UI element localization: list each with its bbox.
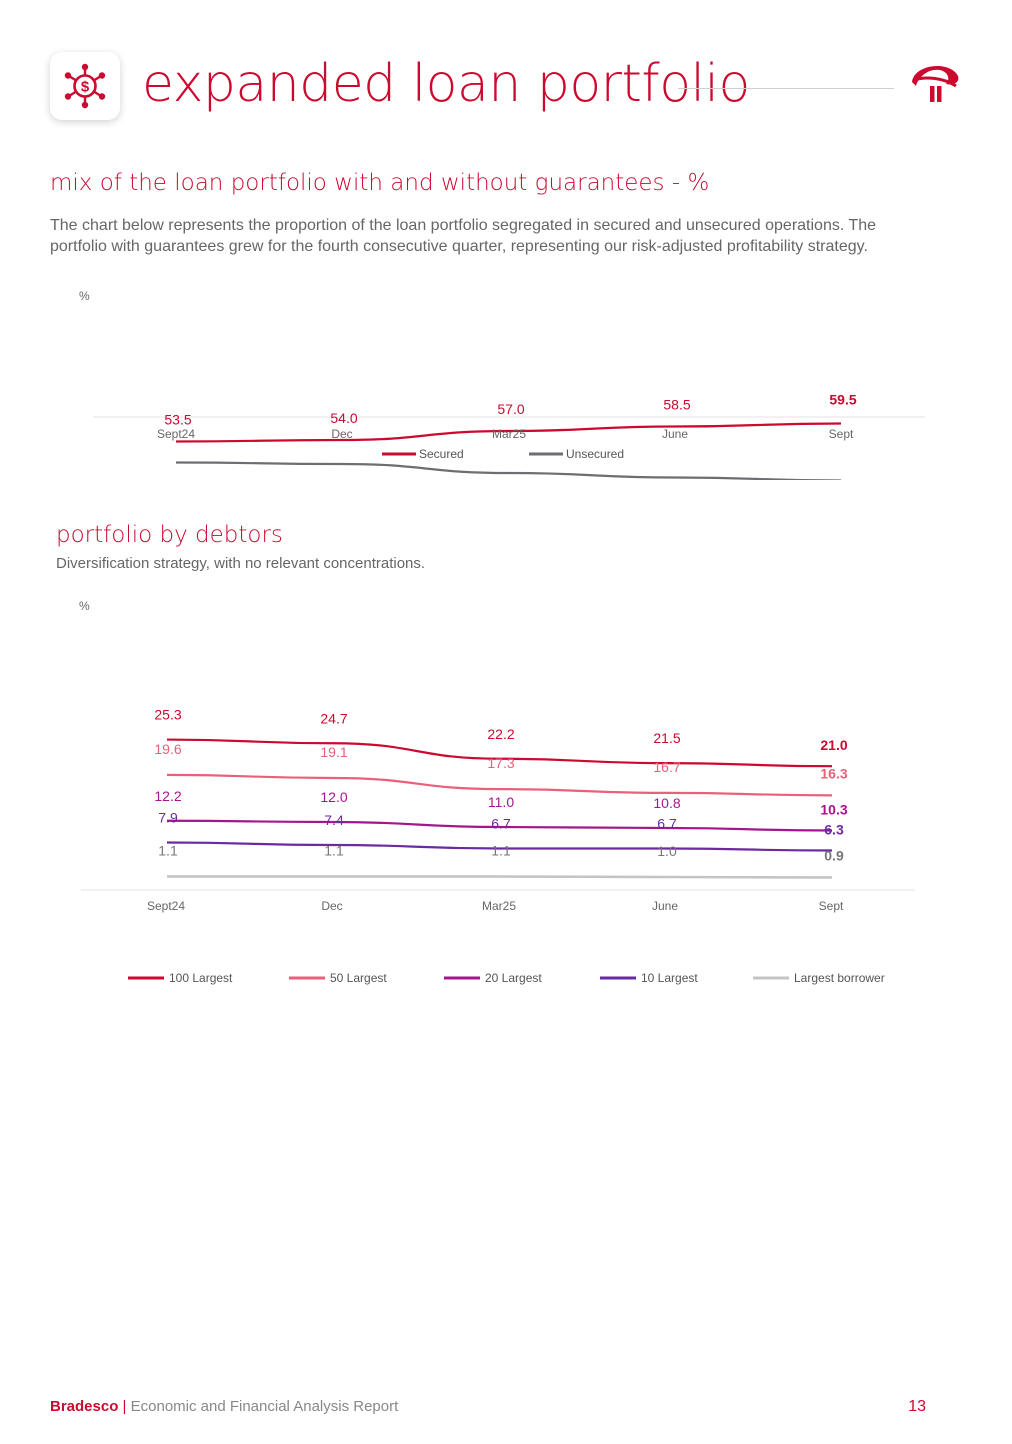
section-title-guarantees: mix of the loan portfolio with and witho… <box>50 170 710 196</box>
money-network-icon: $ <box>64 63 106 109</box>
x-tick-label: Sept <box>829 427 854 441</box>
data-label-secured: 57.0 <box>497 401 524 417</box>
legend-label-20-largest: 20 Largest <box>485 971 542 985</box>
page-number: 13 <box>908 1398 926 1415</box>
series-line-10-largest <box>166 841 833 852</box>
data-label-largest-borrower: 1.1 <box>324 843 344 859</box>
data-label-secured: 58.5 <box>663 397 690 413</box>
title-divider <box>678 88 894 89</box>
data-label-20-largest: 10.8 <box>653 795 680 811</box>
debtors-line-chart: 25.3 24.7 22.2 21.5 21.0 19.6 19.1 17.3 16.7 16.3… <box>81 707 915 985</box>
x-tick-label: June <box>652 899 678 913</box>
series-line-secured <box>175 422 842 443</box>
data-label-50-largest: 16.3 <box>820 765 847 781</box>
x-tick-label: Dec <box>331 427 352 441</box>
data-label-100-largest: 24.7 <box>320 710 347 726</box>
data-label-20-largest: 12.2 <box>154 788 181 804</box>
data-label-10-largest: 7.4 <box>324 812 344 828</box>
data-label-20-largest: 12.0 <box>320 789 347 805</box>
section-description-debtors: Diversification strategy, with no releva… <box>56 555 426 572</box>
legend-label-50-largest: 50 Largest <box>330 971 387 985</box>
footer: Bradesco | Economic and Financial Analys… <box>50 1398 398 1415</box>
legend-label-unsecured: Unsecured <box>566 447 624 461</box>
page-title: expanded loan portfolio <box>142 54 750 114</box>
data-label-10-largest: 6.3 <box>824 822 844 838</box>
data-label-largest-borrower: 0.9 <box>824 848 844 864</box>
footer-report-name: Economic and Financial Analysis Report <box>130 1398 399 1415</box>
x-tick-label: Sept <box>819 899 844 913</box>
legend-label-secured: Secured <box>419 447 464 461</box>
section-description-guarantees: The chart below represents the proportio… <box>50 217 877 255</box>
series-line-largest-borrower <box>167 875 833 879</box>
section-icon-tile: $ <box>50 52 120 120</box>
x-tick-label: Dec <box>321 899 342 913</box>
section-title-debtors: portfolio by debtors <box>56 522 283 548</box>
data-label-largest-borrower: 1.1 <box>491 843 511 859</box>
data-label-50-largest: 19.6 <box>154 741 181 757</box>
series-line-20-largest <box>166 819 833 832</box>
series-line-100-largest <box>166 738 833 768</box>
bradesco-logo <box>912 65 959 102</box>
data-label-10-largest: 6.7 <box>657 816 677 832</box>
x-tick-label: Mar25 <box>492 427 526 441</box>
data-label-10-largest: 7.9 <box>158 810 178 826</box>
guarantees-line-chart: 53.554.057.058.559.546.546.043.041.540.5… <box>93 392 925 481</box>
data-label-secured: 53.5 <box>164 412 191 428</box>
data-label-20-largest: 10.3 <box>820 802 847 818</box>
svg-text:$: $ <box>81 79 90 96</box>
x-tick-label: June <box>662 427 688 441</box>
data-label-100-largest: 25.3 <box>154 707 181 723</box>
data-label-100-largest: 21.5 <box>653 730 680 746</box>
data-label-50-largest: 19.1 <box>320 744 347 760</box>
data-label-largest-borrower: 1.1 <box>158 843 178 859</box>
data-label-secured: 59.5 <box>829 392 856 408</box>
data-label-20-largest: 11.0 <box>488 794 514 810</box>
data-label-10-largest: 6.7 <box>491 816 511 832</box>
series-line-50-largest <box>166 773 833 797</box>
data-label-unsecured: 46.5 <box>164 477 191 481</box>
x-tick-label: Sept24 <box>157 427 195 441</box>
chart1-unit-label: % <box>79 289 90 303</box>
x-tick-label: Sept24 <box>147 899 185 913</box>
chart2-unit-label: % <box>79 599 90 613</box>
data-label-largest-borrower: 1.0 <box>657 843 677 859</box>
x-tick-label: Mar25 <box>482 899 516 913</box>
footer-separator: | <box>122 1398 127 1415</box>
data-label-100-largest: 21.0 <box>820 737 847 753</box>
data-label-unsecured: 46.0 <box>330 478 357 480</box>
legend-label-100-largest: 100 Largest <box>169 971 233 985</box>
data-label-50-largest: 16.7 <box>653 759 680 775</box>
series-line-unsecured <box>175 461 842 480</box>
data-label-50-largest: 17.3 <box>487 755 514 771</box>
legend-label-10-largest: 10 Largest <box>641 971 698 985</box>
footer-brand: Bradesco <box>50 1398 119 1415</box>
data-label-secured: 54.0 <box>330 410 357 426</box>
data-label-100-largest: 22.2 <box>487 726 514 742</box>
legend-label-largest-borrower: Largest borrower <box>794 971 885 985</box>
